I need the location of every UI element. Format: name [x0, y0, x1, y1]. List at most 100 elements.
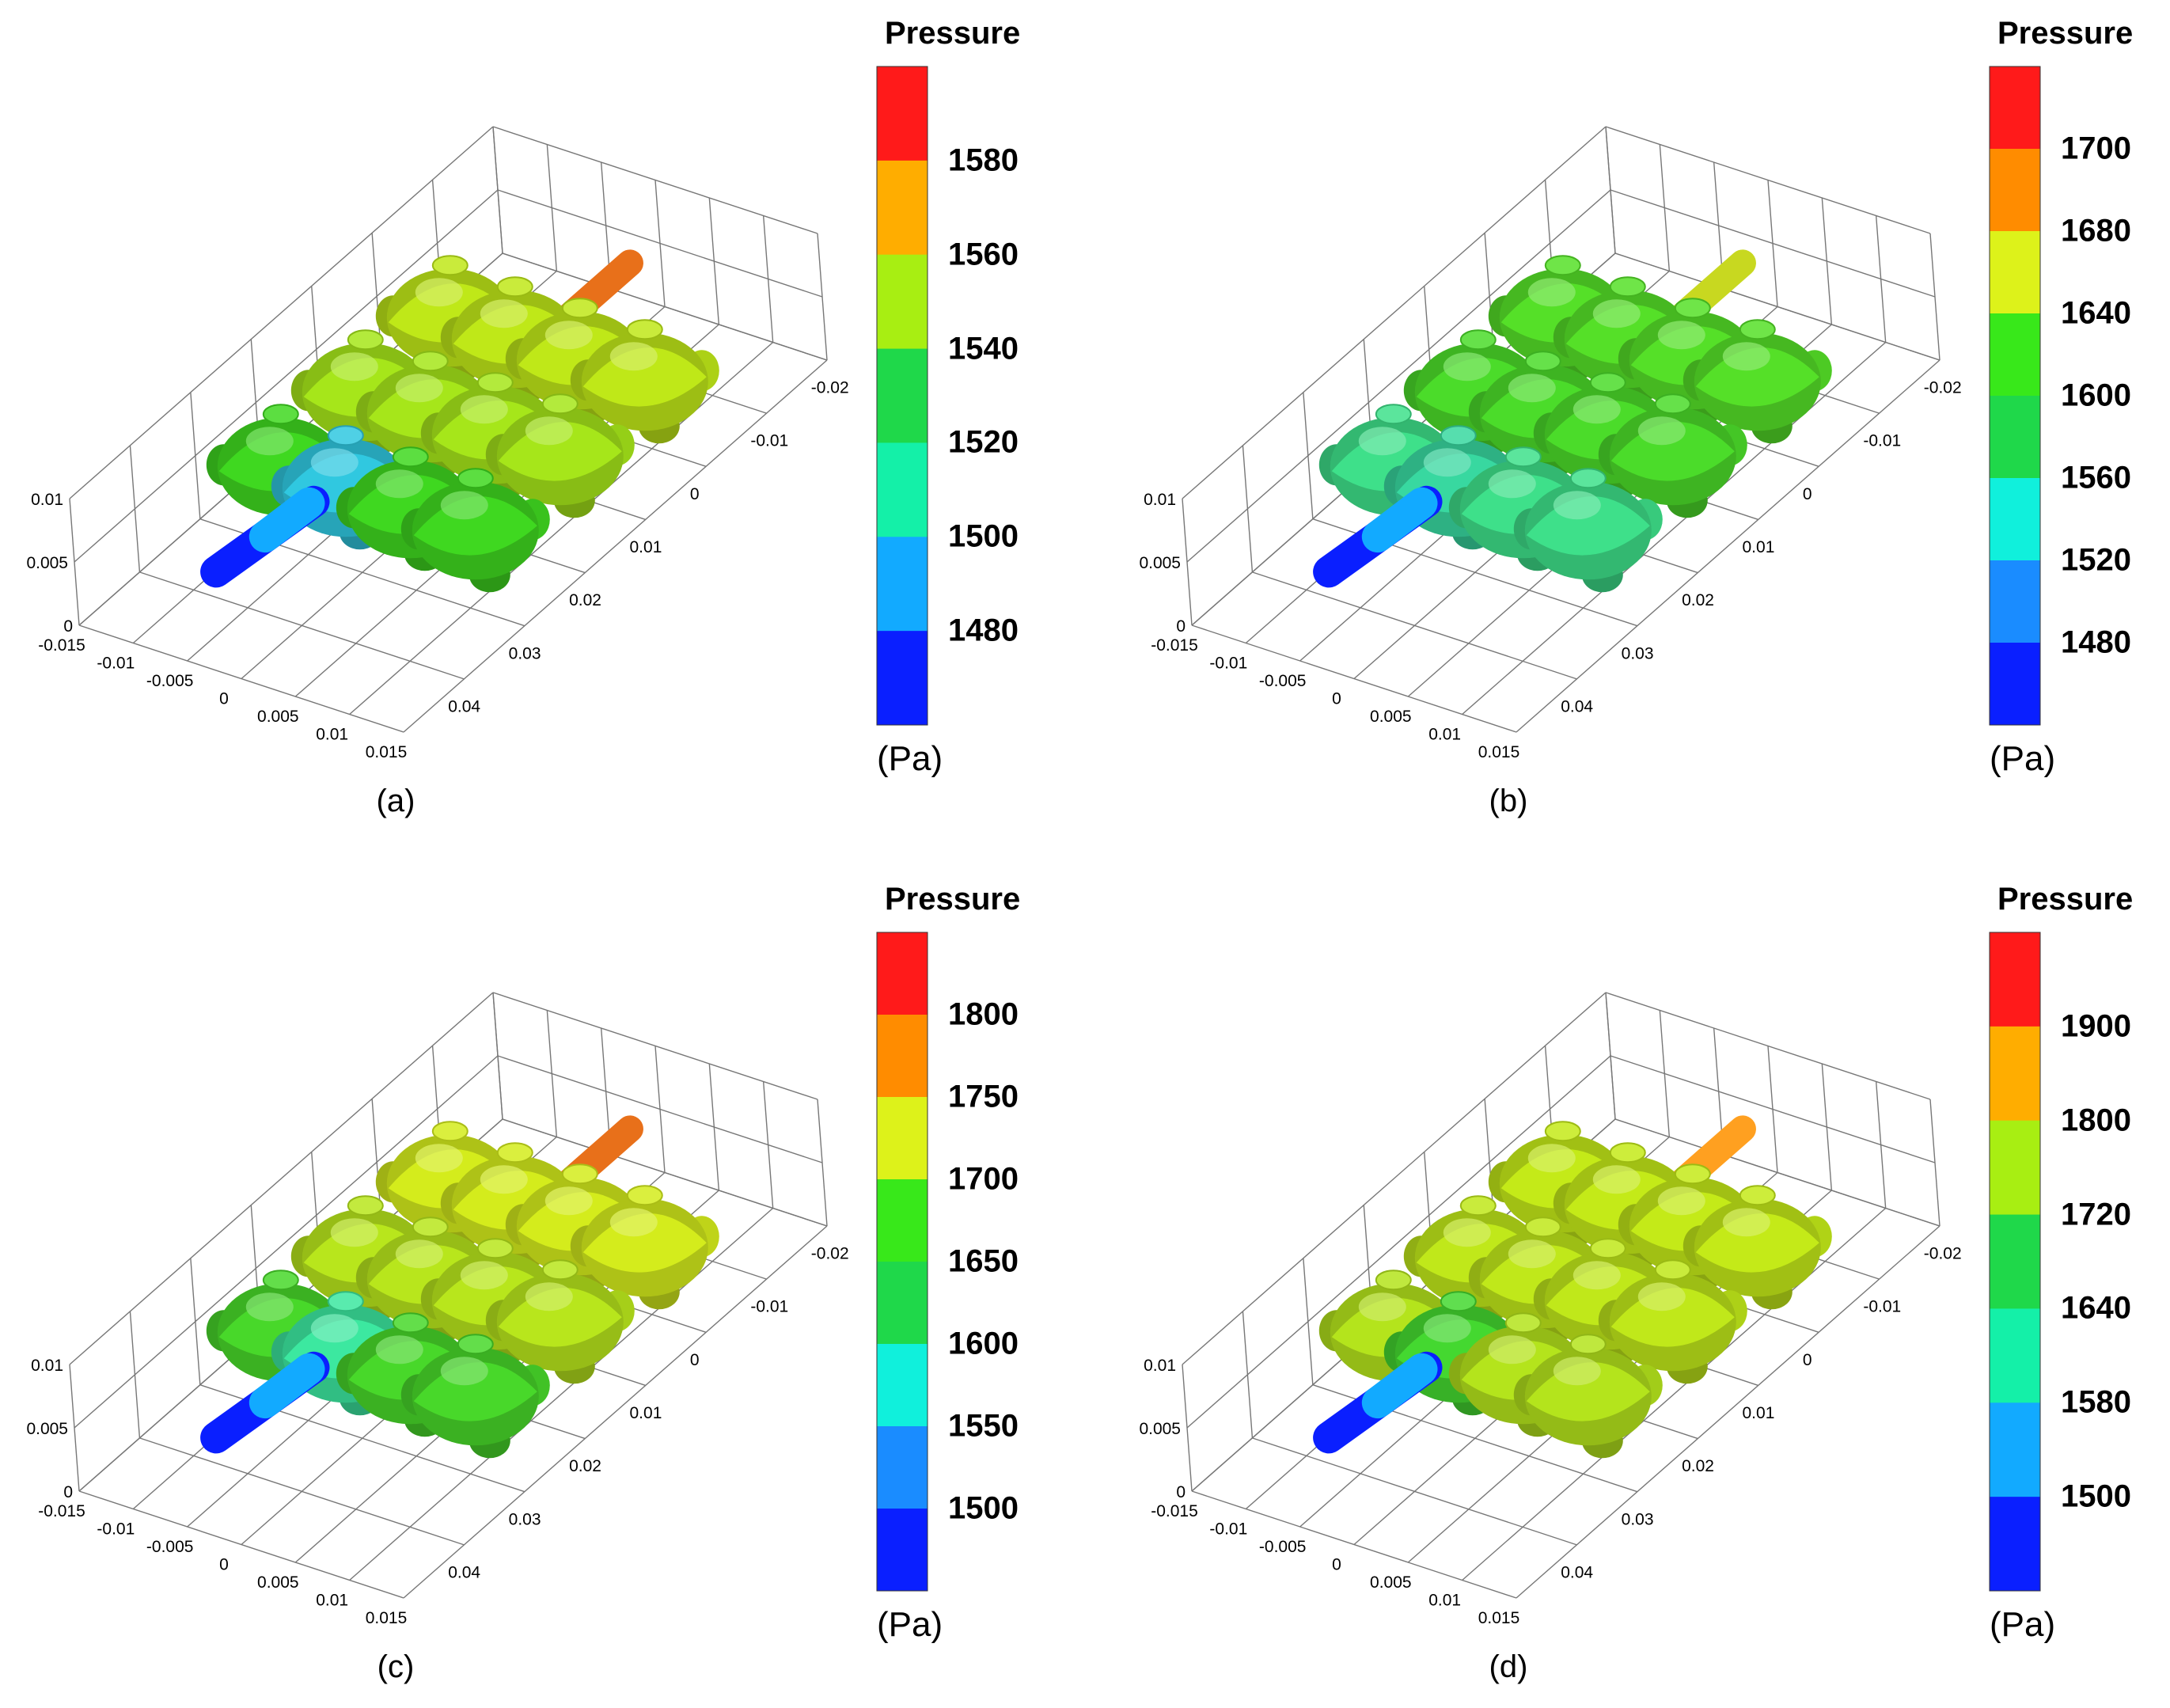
lattice-node: [400, 468, 550, 593]
colorbar-band: [877, 1344, 928, 1427]
lattice-structure: [1313, 249, 1832, 593]
y-tick-label: 0.04: [448, 1563, 480, 1581]
x-tick-label: -0.01: [97, 655, 135, 673]
y-tick-label: 0.04: [1561, 1563, 1593, 1581]
x-tick-label: 0.005: [1370, 1573, 1412, 1592]
colorbar-band: [877, 1097, 928, 1180]
y-tick-label: 0.03: [1622, 1510, 1654, 1528]
lattice-node: [1513, 468, 1663, 593]
colorbar-band: [1990, 66, 2040, 150]
colorbar-tick-label: 1540: [948, 331, 1019, 366]
y-tick-label: -0.02: [1924, 1245, 1962, 1263]
colorbar-band: [877, 442, 928, 537]
x-tick-label: 0.01: [316, 1592, 348, 1610]
colorbar-tick-label: 1500: [2061, 1478, 2131, 1514]
colorbar-band: [1990, 560, 2040, 643]
pressure-field-plot: -0.015 -0.01 -0.005 0 0.005 0.01 0.015 -0.02 -0.…: [1139, 66, 2041, 761]
colorbar-band: [877, 537, 928, 632]
colorbar-unit: (Pa): [877, 739, 943, 778]
y-tick-label: 0.02: [569, 1457, 601, 1475]
pressure-field-plot: -0.015 -0.01 -0.005 0 0.005 0.01 0.015 -0.02 -0.…: [26, 66, 928, 761]
y-tick-label: 0.02: [1682, 1457, 1714, 1475]
z-tick-label: 0.005: [26, 1420, 68, 1438]
colorbar-band: [1990, 932, 2040, 1027]
colorbar-tick-label: 1700: [2061, 131, 2131, 166]
x-tick-label: 0: [1332, 690, 1341, 708]
y-tick-label: 0.02: [569, 591, 601, 609]
x-tick-label: -0.01: [97, 1520, 135, 1539]
colorbar-tick-label: 1720: [2061, 1197, 2131, 1232]
colorbar-tick-label: 1680: [2061, 213, 2131, 249]
colorbar-band: [877, 1426, 928, 1509]
panel-caption: (d): [1489, 1649, 1528, 1684]
x-tick-label: -0.005: [146, 672, 194, 690]
panel-c: -0.015 -0.01 -0.005 0 0.005 0.01 0.015 -0.02 -0.…: [0, 866, 1085, 1708]
colorbar-band: [1990, 1120, 2040, 1216]
lattice-node: [570, 1185, 719, 1310]
z-tick-label: 0: [63, 1483, 73, 1501]
lattice-node: [485, 393, 635, 518]
lattice-node: [400, 1334, 550, 1459]
colorbar-tick-label: 1800: [2061, 1103, 2131, 1138]
colorbar-tick-label: 1600: [948, 1326, 1019, 1361]
colorbar-band: [1990, 149, 2040, 232]
colorbar-band: [877, 1179, 928, 1262]
colorbar-tick-label: 1520: [948, 424, 1019, 460]
colorbar-tick-label: 1560: [2061, 460, 2131, 495]
lattice-node: [1513, 1334, 1663, 1459]
z-tick-label: 0.005: [26, 554, 68, 572]
lattice-structure: [1313, 1115, 1832, 1459]
z-tick-label: 0: [1176, 617, 1186, 636]
x-tick-label: 0.01: [1428, 726, 1461, 744]
x-tick-label: 0.005: [257, 708, 299, 726]
colorbar-band: [877, 160, 928, 256]
y-tick-label: 0.03: [509, 644, 541, 662]
x-tick-label: -0.015: [1151, 1502, 1198, 1520]
x-tick-label: 0.005: [257, 1573, 299, 1592]
lattice-node: [570, 319, 719, 444]
colorbar-tick-label: 1640: [2061, 295, 2131, 331]
colorbar-band: [877, 932, 928, 1015]
inlet-pipe-transition: [1361, 487, 1438, 553]
y-tick-label: 0.01: [630, 538, 662, 556]
colorbar-band: [1990, 1214, 2040, 1309]
colorbar-band: [1990, 478, 2040, 561]
colorbar-tick-label: 1900: [2061, 1008, 2131, 1044]
colorbar-band: [1990, 396, 2040, 479]
x-tick-label: 0.015: [1478, 1609, 1520, 1627]
colorbar-band: [1990, 1308, 2040, 1403]
lattice-node: [485, 1259, 635, 1384]
panel-caption: (b): [1489, 784, 1528, 818]
colorbar-tick-label: 1520: [2061, 542, 2131, 578]
x-tick-label: -0.015: [38, 636, 85, 655]
colorbar-tick-label: 1640: [2061, 1290, 2131, 1326]
x-tick-label: -0.005: [1259, 672, 1307, 690]
colorbar-title: Pressure: [1997, 882, 2134, 917]
lattice-node: [1683, 1185, 1832, 1310]
colorbar-tick-label: 1480: [948, 613, 1019, 648]
colorbar-band: [877, 631, 928, 726]
x-tick-label: 0.01: [1428, 1592, 1461, 1610]
inlet-pipe-transition: [248, 487, 325, 553]
z-tick-label: 0.01: [1144, 491, 1176, 509]
colorbar-band: [1990, 231, 2040, 314]
x-tick-label: -0.015: [1151, 636, 1198, 655]
z-tick-label: 0: [63, 617, 73, 636]
colorbar-band: [1990, 1402, 2040, 1497]
lattice-structure: [200, 249, 719, 593]
lattice-node: [1683, 319, 1832, 444]
colorbar-band: [877, 1015, 928, 1098]
lattice-node: [1598, 1259, 1747, 1384]
x-tick-label: 0: [219, 690, 229, 708]
y-tick-label: 0.01: [1743, 1404, 1775, 1422]
colorbar-tick-label: 1480: [2061, 624, 2131, 660]
x-tick-label: 0: [219, 1556, 229, 1574]
x-tick-label: 0.005: [1370, 708, 1412, 726]
z-tick-label: 0: [1176, 1483, 1186, 1501]
colorbar-title: Pressure: [885, 16, 1021, 51]
y-tick-label: -0.02: [811, 1245, 849, 1263]
colorbar-tick-label: 1750: [948, 1079, 1019, 1114]
x-tick-label: -0.005: [146, 1538, 194, 1556]
inlet-pipe-transition: [248, 1353, 325, 1419]
y-tick-label: 0.04: [448, 697, 480, 715]
